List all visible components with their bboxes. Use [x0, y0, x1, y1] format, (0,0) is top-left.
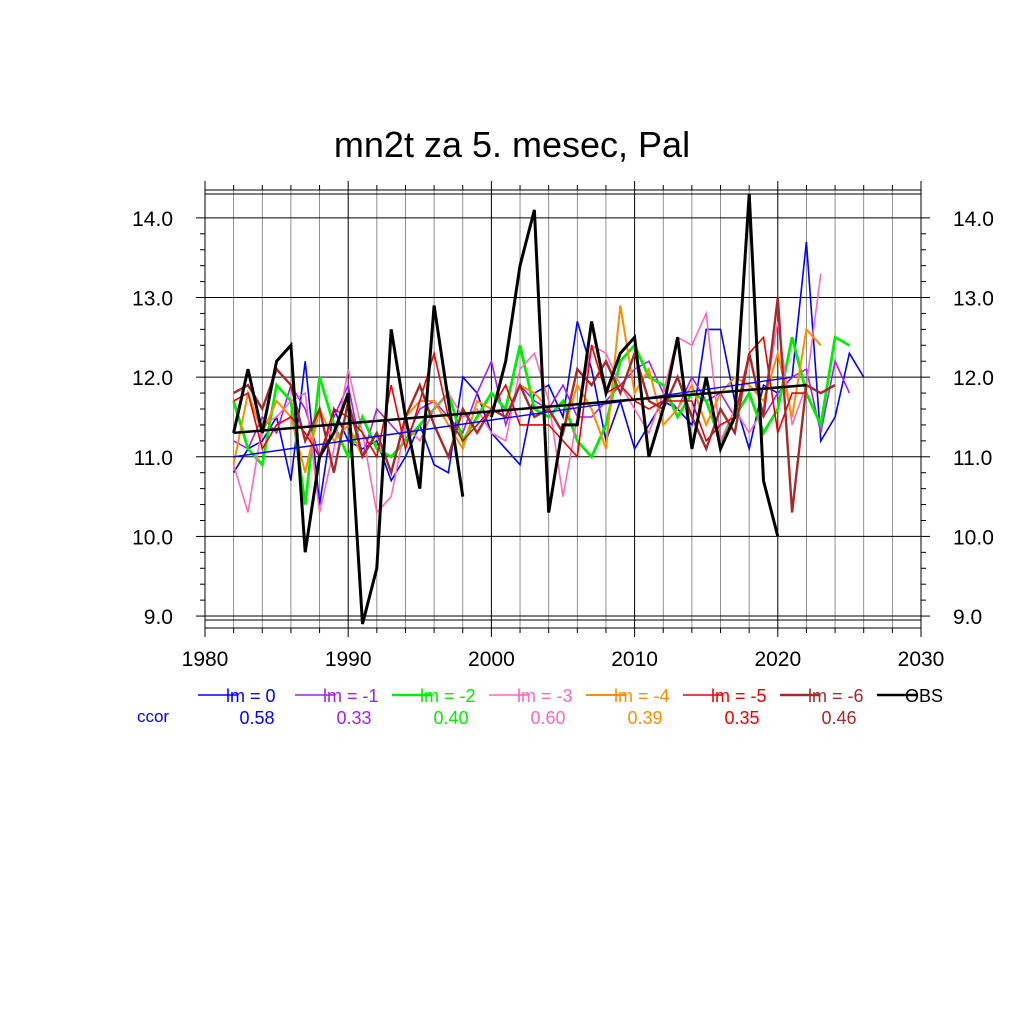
legend-label: lm = -5: [711, 686, 767, 706]
legend-label: lm = -6: [808, 686, 864, 706]
ccor-value: 0.40: [433, 708, 468, 728]
trend-line: [233, 383, 807, 435]
x-tick-label: 2030: [898, 648, 945, 671]
legend: ccor lm = 00.58 lm = -10.33 lm = -20.40 lm =…: [137, 686, 943, 728]
ccor-label: ccor: [137, 707, 169, 726]
x-tick-label: 1990: [325, 648, 372, 671]
x-tick-label: 2010: [611, 648, 658, 671]
ccor-value: 0.60: [530, 708, 565, 728]
legend-label: OBS: [905, 686, 943, 706]
x-tick-label: 1980: [182, 648, 229, 671]
series-line: [232, 193, 780, 625]
x-tick-label: 2020: [754, 648, 801, 671]
ccor-value: 0.33: [336, 708, 371, 728]
y-tick-label: 10.0: [132, 526, 173, 549]
legend-label: lm = -1: [323, 686, 379, 706]
legend-label: lm = -2: [420, 686, 476, 706]
y-tick-label-right: 12.0: [953, 367, 994, 390]
y-tick-label-right: 14.0: [953, 208, 994, 231]
legend-label: lm = 0: [226, 686, 276, 706]
y-tick-label-right: 10.0: [953, 526, 994, 549]
y-tick-label: 14.0: [132, 208, 173, 231]
y-tick-label-right: 11.0: [953, 447, 992, 470]
ccor-value: 0.46: [821, 708, 856, 728]
y-tick-label-right: 9.0: [953, 606, 982, 629]
chart-title: mn2t za 5. mesec, Pal: [333, 124, 691, 165]
ccor-value: 0.35: [724, 708, 759, 728]
legend-label: lm = -4: [614, 686, 670, 706]
y-tick-label: 11.0: [134, 447, 173, 470]
tick-layer: 9.0 9.0 10.0 10.0 11.0 11.0 12.0 12.0 13.0 13.0 14…: [132, 181, 994, 671]
ccor-value: 0.58: [239, 708, 274, 728]
y-tick-label: 12.0: [132, 367, 173, 390]
x-tick-label: 2000: [468, 648, 515, 671]
y-tick-label-right: 13.0: [953, 288, 994, 311]
legend-label: lm = -3: [517, 686, 573, 706]
trend-line: [233, 376, 793, 458]
trend-layer: [233, 376, 807, 458]
ccor-value: 0.39: [627, 708, 662, 728]
y-tick-label: 13.0: [132, 288, 173, 311]
series-line: [233, 297, 836, 513]
y-tick-label: 9.0: [144, 606, 173, 629]
